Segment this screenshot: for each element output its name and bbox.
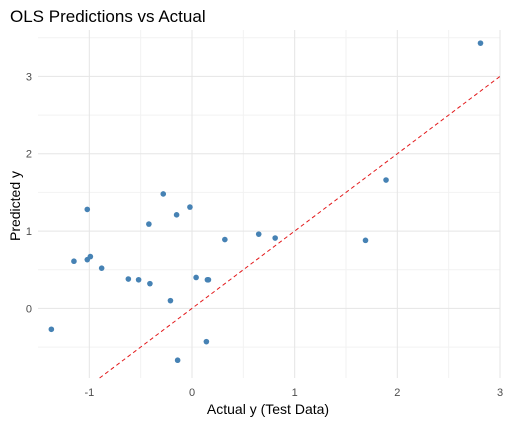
data-point [477,40,484,46]
data-point [167,297,174,304]
y-tick-label: 3 [26,71,32,83]
data-point [98,265,105,271]
x-axis-label: Actual y (Test Data) [207,401,329,417]
data-point [84,206,91,213]
x-tick-label: 3 [497,387,503,399]
chart-title: OLS Predictions vs Actual [10,7,206,26]
data-point [203,338,210,345]
x-tick-label: -1 [84,387,94,399]
data-point [125,276,132,282]
data-point [222,236,228,243]
y-axis-label: Predicted y [7,171,23,241]
x-tick-label: 1 [292,387,298,399]
data-point [362,237,369,244]
data-point [174,357,181,364]
x-tick-label: 0 [189,387,195,399]
data-point [193,274,199,281]
data-point [87,253,94,260]
tick-label-layer: -1 0 1 2 3 0 1 2 3 [26,71,503,399]
grid-layer [38,30,501,378]
data-point [187,204,193,210]
y-tick-label: 2 [26,149,32,161]
data-point [135,276,142,283]
data-point [272,235,278,241]
x-tick-label: 2 [394,387,400,399]
points-layer [48,40,484,364]
data-point [48,326,55,333]
data-point [255,231,262,237]
data-point [383,177,389,183]
data-point [147,280,153,287]
data-point [146,221,152,227]
y-tick-label: 1 [26,226,32,238]
data-point [205,276,212,283]
data-point [160,191,167,197]
data-point [71,258,77,265]
data-point [173,212,180,218]
y-tick-label: 0 [26,303,32,315]
